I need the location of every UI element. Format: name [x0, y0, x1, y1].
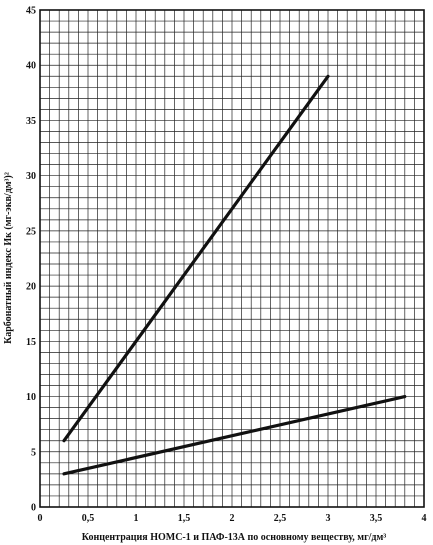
- y-tick-label: 35: [26, 116, 36, 127]
- y-tick-label: 40: [26, 61, 36, 72]
- x-tick-label: 1: [134, 513, 139, 524]
- series-group: [62, 74, 407, 476]
- y-axis-title: Карбонатный индекс Ик (мг-экв/дм³)²: [3, 172, 14, 344]
- y-tick-label: 0: [31, 503, 36, 514]
- x-axis-title: Концентрация НОМС-1 и ПАФ-13А по основно…: [82, 532, 387, 543]
- plot-frame: [39, 9, 425, 508]
- x-tick-label: 4: [422, 513, 427, 524]
- x-tick-label: 1,5: [178, 513, 191, 524]
- y-tick-label: 30: [26, 171, 36, 182]
- y-tick-label: 20: [26, 282, 36, 293]
- series-line-2: [62, 394, 407, 476]
- x-tick-label: 0: [38, 513, 43, 524]
- x-tick-labels: 0 0,5 1 1,5 2 2,5 3 3,5 4: [38, 513, 427, 524]
- x-tick-label: 2,5: [274, 513, 287, 524]
- x-tick-label: 0,5: [82, 513, 95, 524]
- x-tick-label: 2: [230, 513, 235, 524]
- series-line-1: [62, 74, 330, 443]
- x-tick-label: 3: [326, 513, 331, 524]
- grid: [40, 10, 424, 507]
- y-tick-label: 15: [26, 337, 36, 348]
- y-tick-labels: 0 5 10 15 20 25 30 35 40 45: [26, 6, 36, 514]
- y-tick-label: 5: [31, 447, 36, 458]
- y-tick-label: 10: [26, 392, 36, 403]
- x-tick-label: 3,5: [370, 513, 383, 524]
- y-tick-label: 45: [26, 6, 36, 17]
- y-tick-label: 25: [26, 226, 36, 237]
